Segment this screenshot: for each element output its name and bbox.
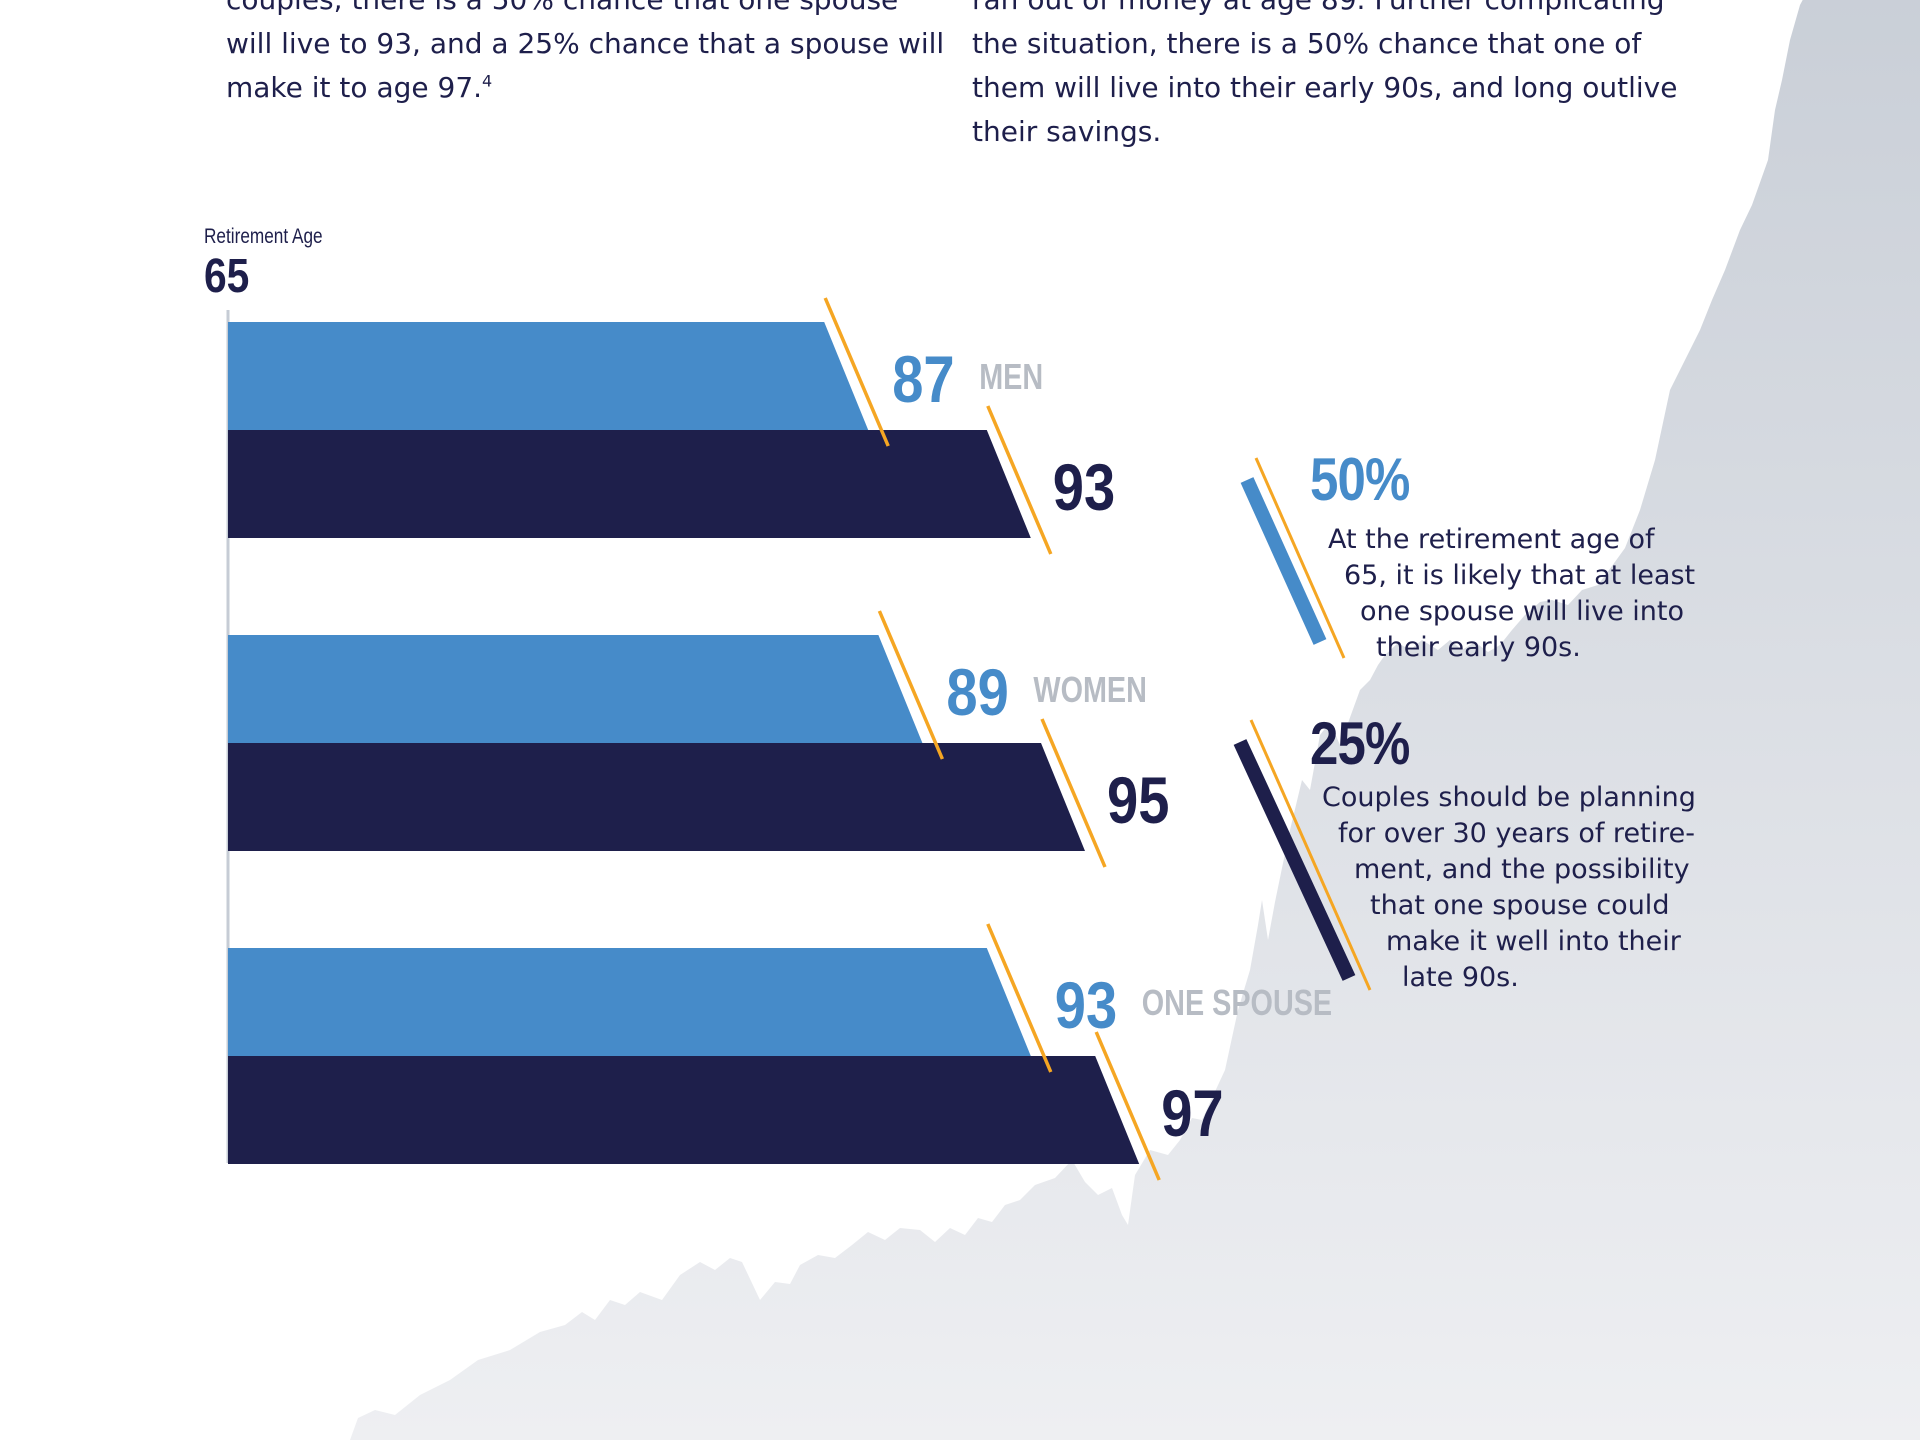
- intro-right-line: the situation, there is a 50% chance tha…: [972, 27, 1642, 60]
- footnote-marker: 4: [482, 71, 493, 91]
- accent-line: [986, 923, 1053, 1073]
- intro-left-line: will live to 93, and a 25% chance that a…: [226, 27, 945, 60]
- intro-text-right: ran out of money at age 89. Further comp…: [972, 0, 1692, 154]
- callout-50-line: their early 90s.: [1376, 632, 1581, 663]
- callout-25-line: make it well into their: [1386, 926, 1681, 957]
- callout-50-line: At the retirement age of: [1328, 524, 1655, 555]
- category-label: MEN: [979, 356, 1043, 397]
- accent-line: [1094, 1031, 1161, 1181]
- data-label-dark: 93: [1053, 451, 1115, 524]
- accent-line: [1040, 718, 1107, 868]
- accent-line: [823, 297, 890, 447]
- callout-50-text: At the retirement age of 65, it is likel…: [1328, 522, 1695, 666]
- data-label-dark: 97: [1161, 1077, 1223, 1150]
- retirement-age-label: Retirement Age: [204, 226, 323, 249]
- bar-dark-one-spouse: [228, 1056, 1140, 1164]
- bar-dark-women: [228, 743, 1085, 851]
- accent-line: [877, 610, 945, 760]
- bar-light-women: [228, 635, 923, 743]
- bar-light-men: [228, 322, 869, 430]
- retirement-age-value: 65: [204, 250, 249, 303]
- intro-right-line: ran out of money at age 89. Further comp…: [972, 0, 1665, 16]
- callout-25-line: late 90s.: [1402, 962, 1519, 993]
- intro-text-left: couples, there is a 50% chance that one …: [226, 0, 946, 110]
- bar-dark-men: [228, 430, 1031, 538]
- data-label-light: 93: [1055, 969, 1117, 1042]
- callout-50-line: 65, it is likely that at least: [1344, 560, 1696, 591]
- callout-25-line: for over 30 years of retire-: [1338, 818, 1695, 849]
- data-label-light: 87: [892, 343, 954, 416]
- callout-50-line: one spouse will live into: [1360, 596, 1684, 627]
- category-label: ONE SPOUSE: [1142, 982, 1332, 1023]
- callout-25-line: ment, and the possibility: [1354, 854, 1690, 885]
- callout-25-percent: 25%: [1310, 710, 1410, 777]
- bar-light-one-spouse: [228, 948, 1031, 1056]
- intro-left-line: make it to age 97.: [226, 71, 483, 104]
- data-label-light: 89: [946, 656, 1008, 729]
- intro-right-line: their savings.: [972, 115, 1162, 148]
- category-label: WOMEN: [1033, 669, 1147, 710]
- intro-right-line: them will live into their early 90s, and…: [972, 71, 1678, 104]
- intro-left-line: couples, there is a 50% chance that one …: [226, 0, 898, 16]
- data-label-dark: 95: [1107, 764, 1169, 837]
- callout-50-percent: 50%: [1310, 446, 1410, 513]
- accent-line: [986, 405, 1053, 555]
- callout-25-text: Couples should be planning for over 30 y…: [1322, 780, 1696, 996]
- callout-25-line: Couples should be planning: [1322, 782, 1696, 813]
- callout-25-line: that one spouse could: [1370, 890, 1670, 921]
